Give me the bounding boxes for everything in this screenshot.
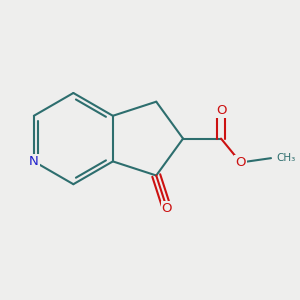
Text: O: O bbox=[216, 104, 226, 117]
Text: N: N bbox=[29, 155, 39, 168]
Text: O: O bbox=[162, 202, 172, 215]
Text: CH₃: CH₃ bbox=[276, 153, 296, 163]
Text: O: O bbox=[236, 156, 246, 169]
